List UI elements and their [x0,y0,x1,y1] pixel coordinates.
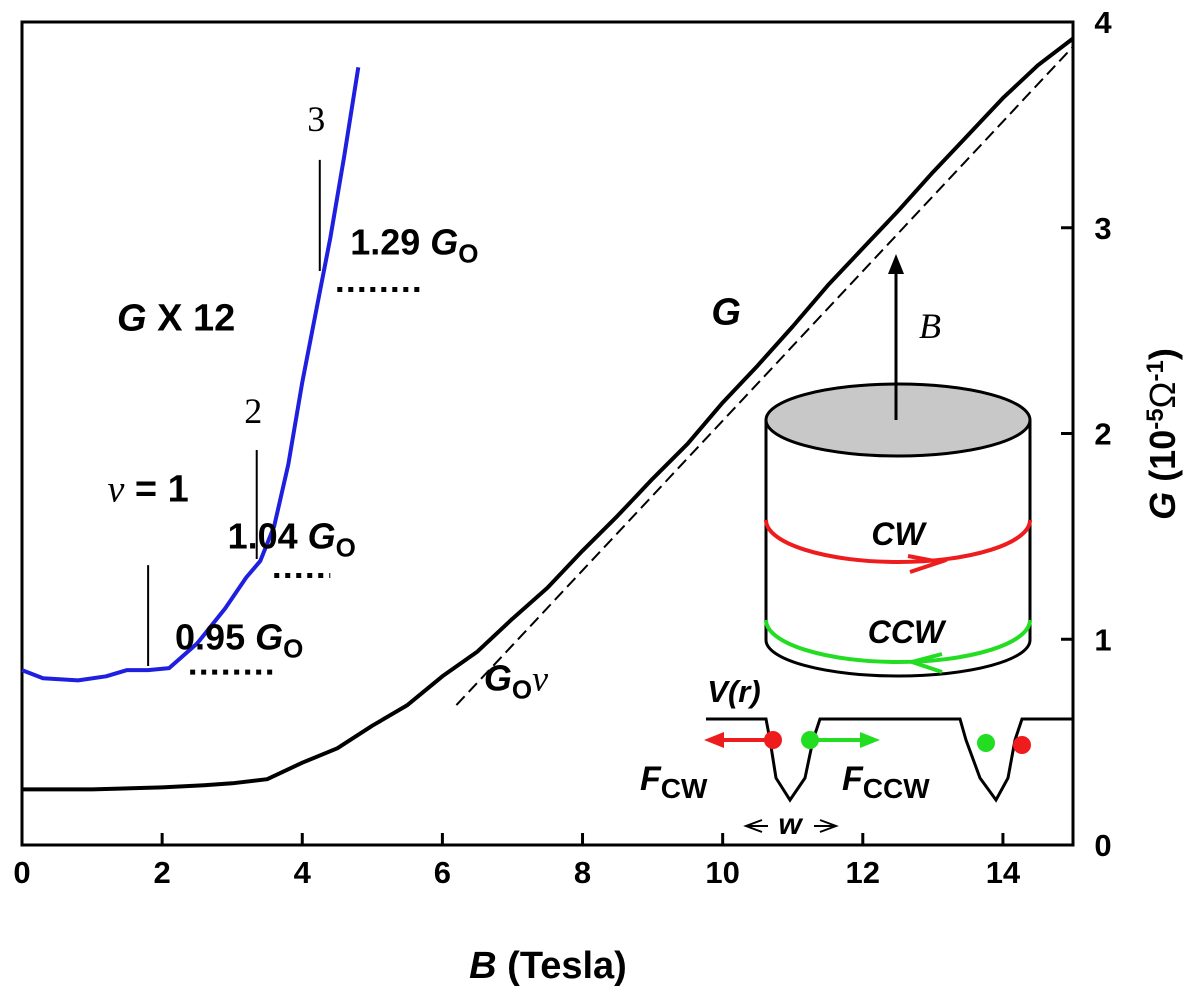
ccw-dot-right [977,734,995,752]
fccw-label: FCCW [842,760,930,804]
y-tick-label-3: 3 [1094,211,1111,246]
x-tick-label-2: 4 [294,855,312,890]
y-tick-label-4: 4 [1094,5,1112,40]
x-tick-label-3: 6 [434,855,451,890]
y-axis-omega: Ω [1142,382,1183,409]
x-tick-label-6: 12 [846,855,880,890]
cylinder-top [764,382,1032,458]
w-label: w [778,808,803,841]
x-tick-label-5: 10 [705,855,739,890]
x-tick-label-7: 14 [986,855,1021,890]
annotation-fill-2: 2 [244,391,262,431]
y-axis-close: ) [1142,348,1183,360]
series-go-nu-fit [455,46,1074,706]
ccw-label: CCW [868,614,947,650]
y-axis-label: G (10-5Ω-1) [1142,348,1183,520]
cw-label: CW [871,516,927,552]
ccw-loop [764,619,1032,664]
x-tick-label-0: 0 [13,855,30,890]
x-axis-unit: (Tesla) [497,945,627,987]
marker-layer [147,159,422,675]
inset-diagram: B CW CCW V(r) FCW FCCW w [640,254,1072,841]
y-tick-label-0: 0 [1094,828,1111,863]
y-tick-label-1: 1 [1094,622,1111,657]
annotation-1-29-go: 1.29 GO [350,221,478,268]
potential-label: V(r) [707,674,760,709]
fccw-arrowhead-icon [860,732,880,748]
annotation-0-95-go: 0.95 GO [175,617,303,664]
cylinder-body [764,420,1032,678]
x-tick-label-4: 8 [574,855,591,890]
cw-loop [764,519,1032,564]
series-g [22,36,1075,792]
annotation-g: G [711,291,741,333]
y-axis-symbol: G [1142,492,1183,520]
x-axis-label: B (Tesla) [469,945,627,987]
potential-profile [706,717,1072,803]
y-axis-exp1: -5 [1142,408,1169,429]
b-field-label: B [919,306,941,346]
y-axis-unit-a: (10 [1142,430,1183,492]
x-axis-symbol: B [469,945,496,987]
x-tick-label-1: 2 [154,855,171,890]
annotation-fill-3: 3 [307,99,325,139]
ccw-arrow-icon [905,652,943,674]
annotation-nu-1: ν = 1 [107,468,188,510]
series-layer [21,36,1075,792]
fcw-arrowhead-icon [704,732,724,748]
cw-dot [764,731,782,749]
b-field-arrowhead-icon [888,254,904,274]
ccw-dot [801,731,819,749]
annotation-g-x-12: G X 12 [117,298,235,340]
fcw-label: FCW [640,760,708,804]
annotation-1-04-go: 1.04 GO [228,516,356,563]
cw-arrow-icon [907,554,948,574]
annotation-go-nu: GOν [484,658,548,705]
cw-dot-right [1013,736,1031,754]
y-tick-label-2: 2 [1094,417,1111,452]
y-axis-exp2: -1 [1142,360,1169,381]
w-width-marker [743,819,839,833]
series-g-x-12 [21,66,361,683]
